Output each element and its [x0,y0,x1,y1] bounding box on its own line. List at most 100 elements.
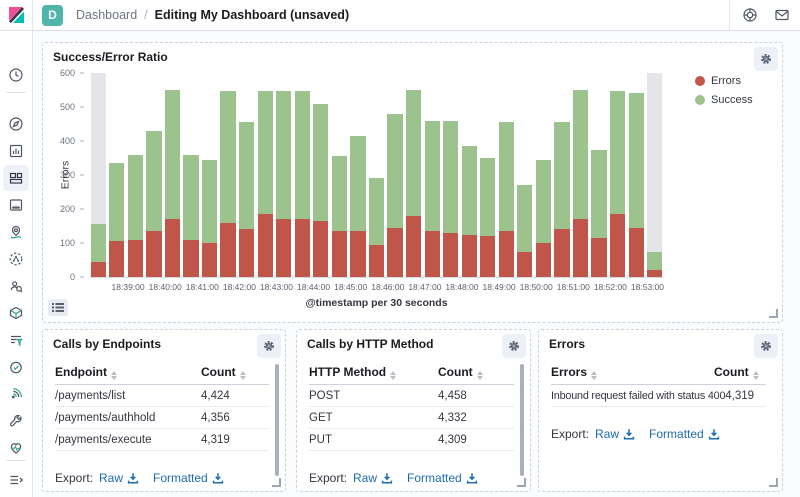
panel-resize-handle[interactable] [769,478,778,487]
chart-bar-segment-errors[interactable] [535,243,552,277]
export-formatted-link[interactable]: Formatted [407,471,478,485]
table-scrollbar[interactable] [520,364,524,476]
chart-bar-segment-success[interactable] [183,154,199,240]
chart-bar-segment-errors[interactable] [183,239,199,277]
newsfeed-button[interactable] [768,1,796,29]
chart-bar-slot[interactable] [534,73,553,277]
chart-bar-segment-success[interactable] [647,251,663,271]
chart-bar-segment-success[interactable] [461,146,477,235]
recently-viewed-icon[interactable] [8,67,24,83]
chart-bar-slot[interactable] [608,73,627,277]
sort-icon[interactable] [591,370,598,380]
chart-bar-segment-success[interactable] [276,90,292,220]
export-formatted-link[interactable]: Formatted [649,427,720,441]
chart-bar-segment-errors[interactable] [424,231,440,277]
chart-bar-slot[interactable] [349,73,368,277]
legend-item-errors[interactable]: Errors [695,75,753,87]
chart-bar-segment-errors[interactable] [239,229,255,277]
chart-bar-segment-success[interactable] [517,185,533,252]
discover-icon[interactable] [8,116,24,132]
chart-bar-segment-success[interactable] [554,122,570,230]
chart-bar-segment-success[interactable] [331,156,347,232]
chart-bar-segment-success[interactable] [628,93,644,228]
sort-icon[interactable] [110,370,117,380]
chart-bar-segment-errors[interactable] [146,231,162,277]
chart-bar-slot[interactable] [590,73,609,277]
column-header-count[interactable]: Count [438,365,514,380]
chart-bar-slot[interactable] [367,73,386,277]
chart-bar-slot[interactable] [460,73,479,277]
chart-bar-segment-success[interactable] [146,130,162,232]
chart-bar-segment-errors[interactable] [591,237,607,277]
collapse-menu-icon[interactable] [8,472,24,488]
graph-icon[interactable] [8,278,24,294]
chart-bar-slot[interactable] [274,73,293,277]
maps-icon[interactable] [8,224,24,240]
chart-bar-segment-success[interactable] [294,91,310,220]
chart-bar-segment-errors[interactable] [517,251,533,277]
chart-bar-segment-success[interactable] [220,90,236,223]
chart-bar-segment-errors[interactable] [387,227,403,277]
export-raw-link[interactable]: Raw [353,471,393,485]
dashboard-icon[interactable] [8,170,24,186]
chart-bar-slot[interactable] [571,73,590,277]
space-avatar[interactable]: D [42,4,63,26]
dev-tools-icon[interactable] [8,413,24,429]
visualize-icon[interactable] [8,143,24,159]
infrastructure-icon[interactable] [8,305,24,321]
chart-bar-segment-errors[interactable] [405,215,422,277]
export-formatted-link[interactable]: Formatted [153,471,224,485]
chart-bar-segment-errors[interactable] [220,222,236,277]
chart-bar-segment-errors[interactable] [90,261,106,277]
chart-bar-slot[interactable] [200,73,219,277]
legend-toggle-button[interactable] [48,299,68,316]
chart-bar-segment-errors[interactable] [647,270,663,277]
chart-bar-slot[interactable] [404,73,423,277]
chart-bar-segment-success[interactable] [90,224,106,262]
chart-bar-segment-errors[interactable] [350,231,366,277]
chart-bar-slot[interactable] [386,73,405,277]
chart-bar-segment-success[interactable] [127,154,143,240]
chart-bar-segment-errors[interactable] [554,229,570,277]
chart-bar-segment-errors[interactable] [109,241,125,277]
chart-bar-segment-success[interactable] [424,120,440,232]
panel-resize-handle[interactable] [272,478,281,487]
chart-bar-segment-success[interactable] [443,120,459,233]
monitoring-icon[interactable] [8,440,24,456]
chart-bar-segment-errors[interactable] [201,243,218,277]
chart-bar-slot[interactable] [516,73,535,277]
chart-bar-segment-errors[interactable] [480,236,496,277]
column-header-endpoint[interactable]: Endpoint [55,365,201,380]
uptime-icon[interactable] [8,359,24,375]
chart-bar-segment-errors[interactable] [276,219,292,277]
machine-learning-icon[interactable] [8,251,24,267]
chart-bar-segment-success[interactable] [498,122,514,232]
sort-icon[interactable] [476,370,483,380]
logs-icon[interactable] [8,332,24,348]
chart-bar-segment-success[interactable] [350,135,366,232]
sort-icon[interactable] [239,370,246,380]
panel-options-button[interactable] [754,47,778,71]
chart-bar-segment-errors[interactable] [368,244,385,277]
sort-icon[interactable] [752,370,759,380]
chart-bar-segment-success[interactable] [591,149,607,238]
chart-bar-segment-errors[interactable] [443,232,459,277]
chart-bar-slot[interactable] [330,73,349,277]
help-button[interactable] [736,1,764,29]
panel-options-button[interactable] [257,334,281,358]
chart-bar-segment-errors[interactable] [331,231,347,277]
chart-bar-segment-errors[interactable] [257,214,273,277]
chart-bar-segment-success[interactable] [387,114,403,228]
sort-icon[interactable] [390,370,397,380]
chart-bar-segment-errors[interactable] [610,214,626,277]
chart-bar-slot[interactable] [256,73,275,277]
breadcrumb-dashboard-link[interactable]: Dashboard [76,8,138,22]
chart-bar-segment-success[interactable] [535,159,552,244]
column-header-count[interactable]: Count [714,365,766,380]
column-header-count[interactable]: Count [201,365,269,380]
chart-bar-segment-errors[interactable] [294,219,310,277]
chart-bar-slot[interactable] [108,73,127,277]
chart-bar-slot[interactable] [89,73,108,277]
chart-bar-segment-success[interactable] [572,90,589,220]
chart-bar-segment-errors[interactable] [572,219,589,277]
